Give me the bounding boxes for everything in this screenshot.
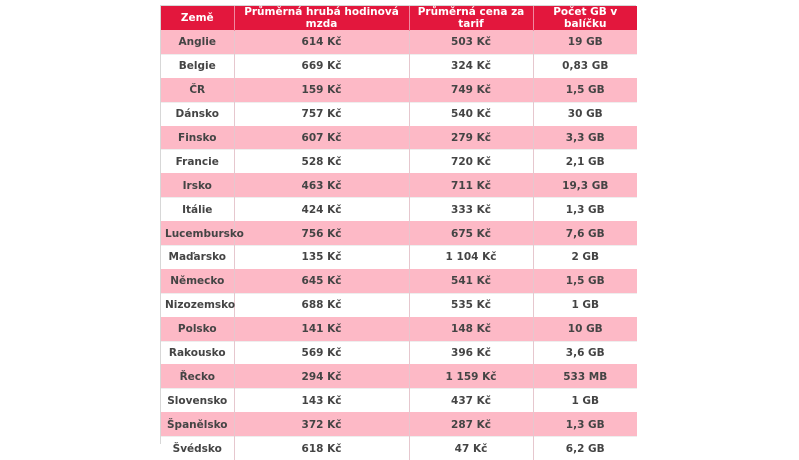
cell-gb-count: 1 GB [533,293,637,317]
cell-tariff-price: 749 Kč [409,78,533,102]
cell-hourly-wage: 143 Kč [234,389,409,413]
cell-tariff-price: 1 159 Kč [409,365,533,389]
column-header-tariff-price[interactable]: Průměrná cena za tarif [409,6,533,31]
cell-tariff-price: 675 Kč [409,222,533,246]
data-table-container: Země Průměrná hrubá hodinová mzda Průměr… [160,5,636,444]
cell-country: Švédsko [161,437,234,460]
cell-gb-count: 6,2 GB [533,437,637,460]
cell-country: Dánsko [161,102,234,126]
cell-gb-count: 19 GB [533,31,637,55]
cell-hourly-wage: 607 Kč [234,126,409,150]
cell-country: Německo [161,269,234,293]
cell-hourly-wage: 688 Kč [234,293,409,317]
cell-country: Francie [161,150,234,174]
column-header-hourly-wage[interactable]: Průměrná hrubá hodinová mzda [234,6,409,31]
cell-tariff-price: 535 Kč [409,293,533,317]
cell-tariff-price: 47 Kč [409,437,533,460]
cell-gb-count: 2,1 GB [533,150,637,174]
cell-gb-count: 1 GB [533,389,637,413]
cell-tariff-price: 541 Kč [409,269,533,293]
cell-hourly-wage: 294 Kč [234,365,409,389]
cell-country: Rakousko [161,341,234,365]
cell-hourly-wage: 159 Kč [234,78,409,102]
cell-tariff-price: 279 Kč [409,126,533,150]
cell-country: Polsko [161,317,234,341]
cell-hourly-wage: 372 Kč [234,413,409,437]
cell-hourly-wage: 669 Kč [234,54,409,78]
cell-country: Lucembursko [161,222,234,246]
cell-gb-count: 2 GB [533,246,637,270]
cell-hourly-wage: 528 Kč [234,150,409,174]
cell-hourly-wage: 463 Kč [234,174,409,198]
cell-tariff-price: 396 Kč [409,341,533,365]
cell-country: Itálie [161,198,234,222]
cell-gb-count: 10 GB [533,317,637,341]
cell-hourly-wage: 645 Kč [234,269,409,293]
cell-gb-count: 1,5 GB [533,78,637,102]
cell-hourly-wage: 618 Kč [234,437,409,460]
cell-tariff-price: 503 Kč [409,31,533,55]
cell-gb-count: 7,6 GB [533,222,637,246]
cell-gb-count: 533 MB [533,365,637,389]
cell-country: Maďarsko [161,246,234,270]
cell-country: Finsko [161,126,234,150]
cell-gb-count: 1,3 GB [533,413,637,437]
cell-tariff-price: 720 Kč [409,150,533,174]
cell-gb-count: 1,5 GB [533,269,637,293]
cell-country: Belgie [161,54,234,78]
column-header-country[interactable]: Země [161,6,234,31]
cell-hourly-wage: 135 Kč [234,246,409,270]
cell-country: Španělsko [161,413,234,437]
cell-tariff-price: 711 Kč [409,174,533,198]
cell-country: Irsko [161,174,234,198]
cell-country: Anglie [161,31,234,55]
cell-tariff-price: 324 Kč [409,54,533,78]
cell-country: Nizozemsko [161,293,234,317]
cell-tariff-price: 437 Kč [409,389,533,413]
table-header-row: Země Průměrná hrubá hodinová mzda Průměr… [161,6,637,31]
cell-tariff-price: 287 Kč [409,413,533,437]
cell-tariff-price: 148 Kč [409,317,533,341]
cell-tariff-price: 1 104 Kč [409,246,533,270]
cell-tariff-price: 333 Kč [409,198,533,222]
cell-hourly-wage: 756 Kč [234,222,409,246]
cell-gb-count: 30 GB [533,102,637,126]
cell-hourly-wage: 569 Kč [234,341,409,365]
cell-hourly-wage: 614 Kč [234,31,409,55]
cell-hourly-wage: 757 Kč [234,102,409,126]
cell-gb-count: 0,83 GB [533,54,637,78]
cell-hourly-wage: 141 Kč [234,317,409,341]
cell-gb-count: 19,3 GB [533,174,637,198]
cell-gb-count: 3,3 GB [533,126,637,150]
cell-country: ČR [161,78,234,102]
cell-hourly-wage: 424 Kč [234,198,409,222]
cell-country: Slovensko [161,389,234,413]
cell-gb-count: 1,3 GB [533,198,637,222]
cell-tariff-price: 540 Kč [409,102,533,126]
column-header-gb-count[interactable]: Počet GB v balíčku [533,6,637,31]
cell-gb-count: 3,6 GB [533,341,637,365]
cell-country: Řecko [161,365,234,389]
country-comparison-table: Země Průměrná hrubá hodinová mzda Průměr… [161,6,637,460]
